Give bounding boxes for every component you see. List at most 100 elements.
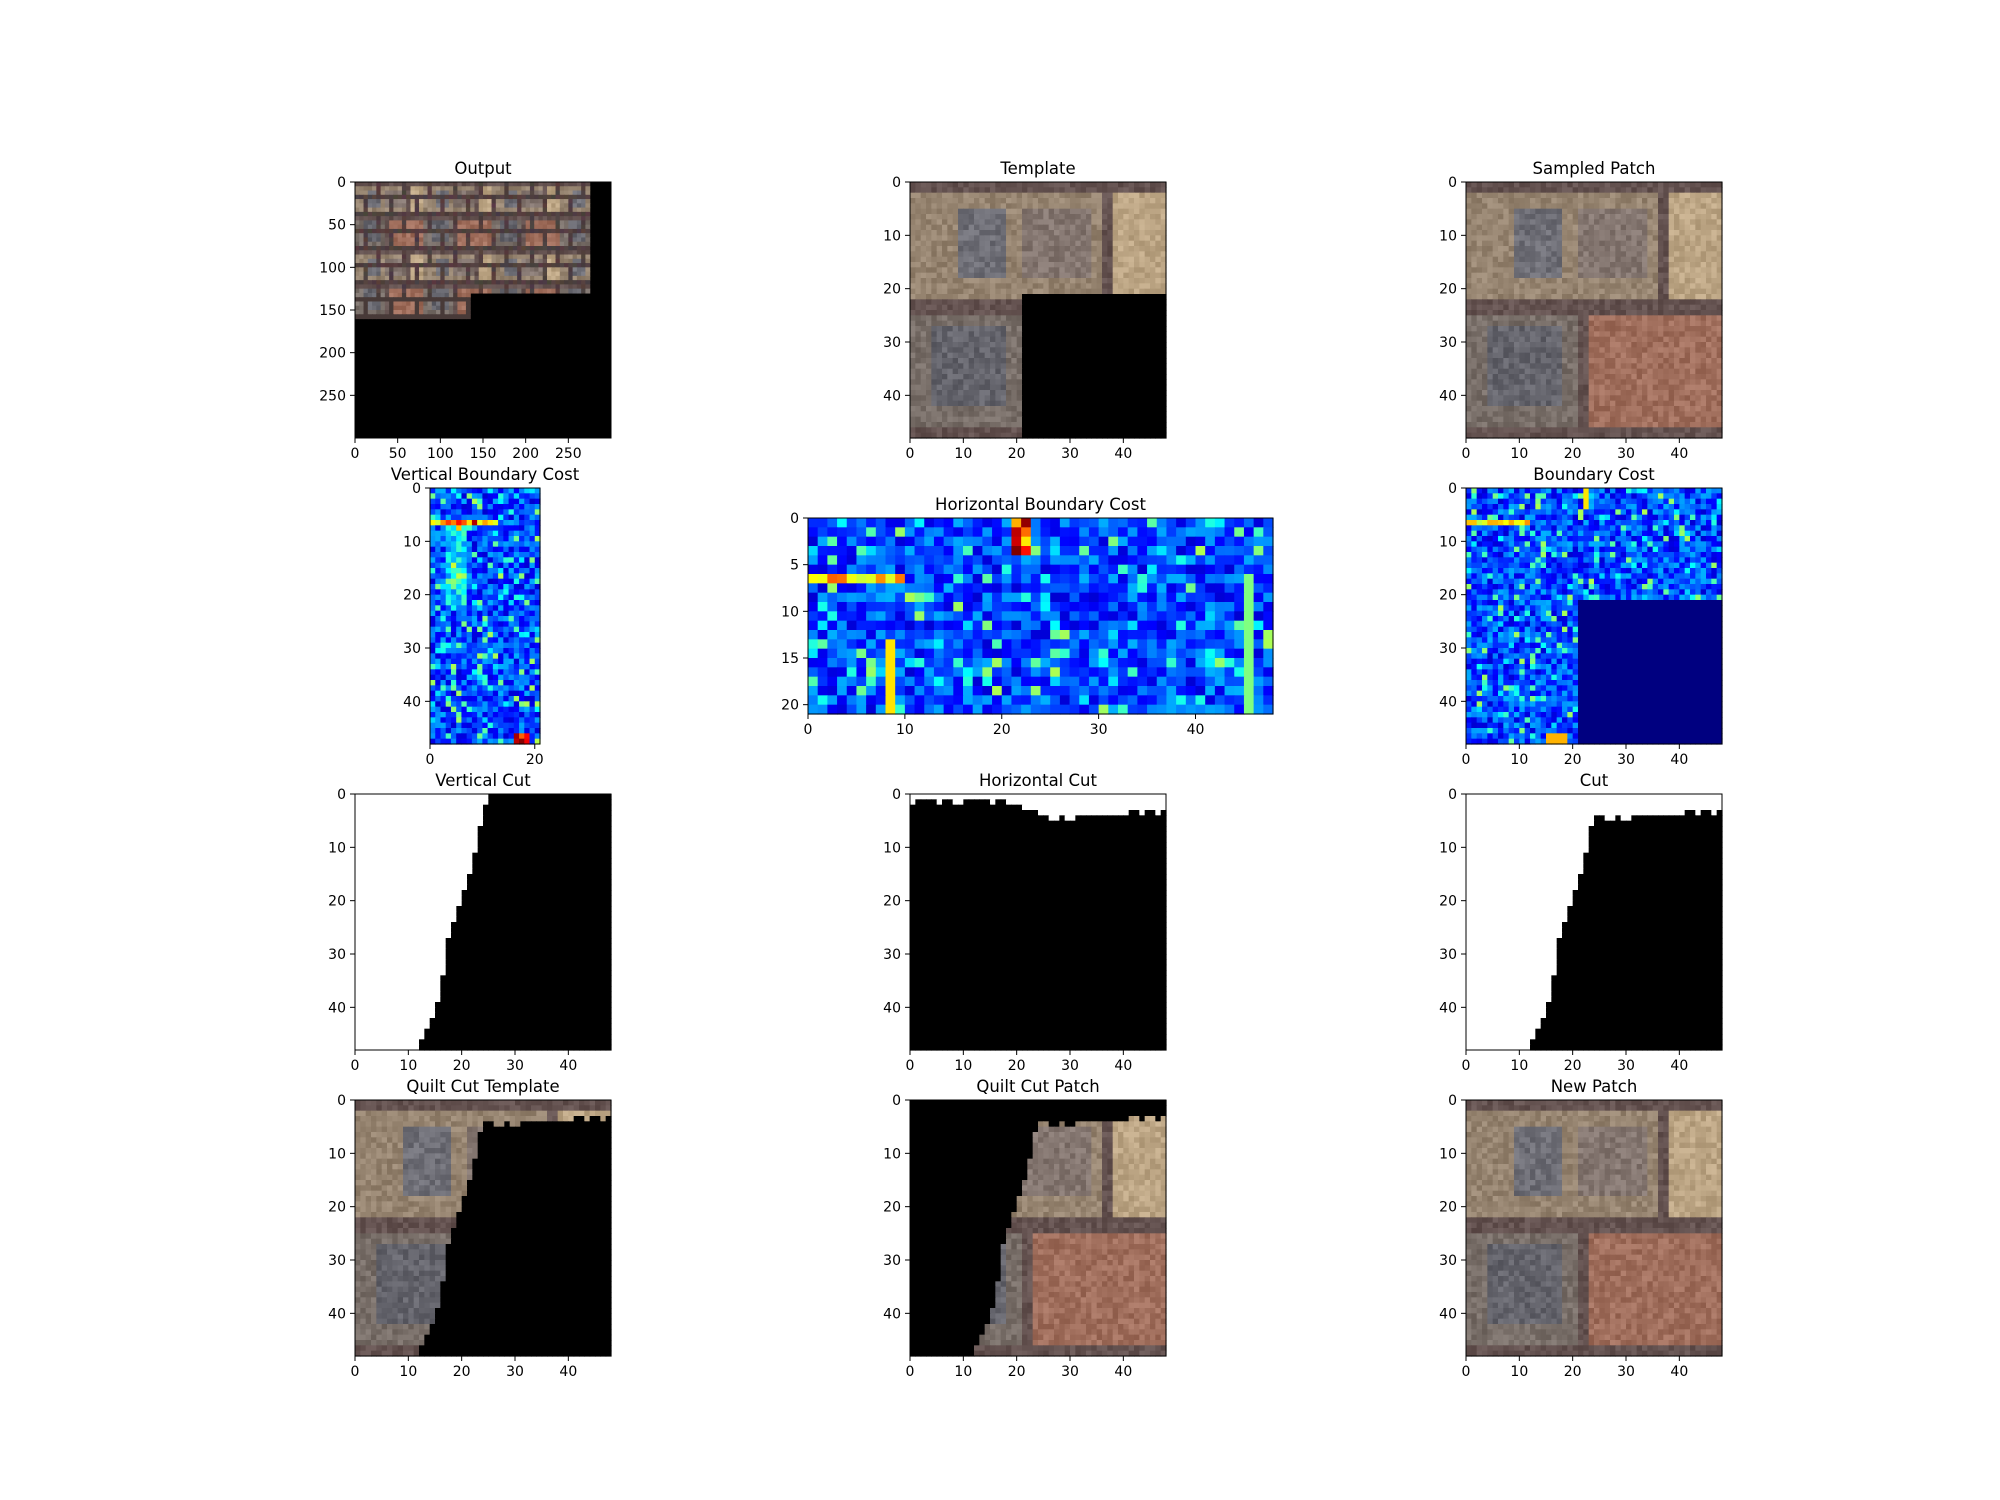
sampled-patch-pixel — [1658, 203, 1664, 209]
template-pixel — [1027, 331, 1033, 337]
template-pixel — [915, 219, 921, 225]
template-pixel — [990, 198, 996, 204]
template-pixel — [1065, 358, 1071, 364]
output-pixel — [521, 195, 526, 200]
template-pixel — [1150, 299, 1156, 305]
output-pixel — [381, 310, 386, 315]
sampled-patch-pixel — [1562, 187, 1568, 193]
output-pixel — [449, 195, 454, 200]
template-pixel — [1113, 358, 1119, 364]
template-pixel — [1022, 331, 1028, 337]
output-pixel — [513, 212, 518, 217]
sampled-patch-pixel — [1711, 251, 1717, 257]
template-pixel — [1027, 411, 1033, 417]
template-pixel — [963, 305, 969, 311]
output-pixel — [368, 242, 373, 247]
template-pixel — [1107, 219, 1113, 225]
template-pixel — [1011, 353, 1017, 359]
output-pixel — [415, 233, 420, 238]
template-pixel — [963, 182, 969, 188]
template-pixel — [1011, 315, 1017, 321]
template-pixel — [915, 283, 921, 289]
template-pixel — [1139, 342, 1145, 348]
template-pixel — [1059, 294, 1065, 300]
sampled-patch-pixel — [1653, 262, 1659, 268]
sampled-patch-pixel — [1690, 225, 1696, 231]
output-pixel — [415, 306, 420, 311]
template-pixel — [915, 289, 921, 295]
output-pixel — [372, 225, 377, 230]
template-pixel — [979, 347, 985, 353]
sampled-patch-pixel — [1711, 203, 1717, 209]
output-pixel — [462, 293, 467, 298]
output-pixel — [560, 225, 565, 230]
output-pixel — [568, 216, 573, 221]
template-pixel — [985, 193, 991, 199]
template-pixel — [1033, 251, 1039, 257]
output-pixel — [534, 195, 539, 200]
output-pixel — [462, 212, 467, 217]
output-pixel — [398, 284, 403, 289]
template-pixel — [953, 326, 959, 332]
output-pixel — [381, 280, 386, 285]
template-pixel — [1038, 385, 1044, 391]
output-pixel — [568, 250, 573, 255]
template-pixel — [1022, 214, 1028, 220]
template-pixel — [1033, 273, 1039, 279]
sampled-patch-pixel — [1679, 230, 1685, 236]
template-pixel — [1113, 251, 1119, 257]
template-pixel — [958, 273, 964, 279]
sampled-patch-pixel — [1562, 214, 1568, 220]
output-pixel — [577, 216, 582, 221]
template-pixel — [953, 187, 959, 193]
output-pixel — [487, 289, 492, 294]
template-pixel — [1001, 337, 1007, 343]
output-pixel — [410, 272, 415, 277]
template-pixel — [1086, 321, 1092, 327]
sampled-patch-pixel — [1637, 198, 1643, 204]
template-pixel — [1139, 326, 1145, 332]
sampled-patch-pixel — [1477, 203, 1483, 209]
sampled-patch-pixel — [1466, 267, 1472, 273]
template-pixel — [1006, 214, 1012, 220]
output-pixel — [474, 272, 479, 277]
template-pixel — [953, 347, 959, 353]
template-pixel — [915, 353, 921, 359]
template-pixel — [1017, 337, 1023, 343]
output-pixel — [389, 220, 394, 225]
template-pixel — [995, 203, 1001, 209]
sampled-patch-pixel — [1674, 209, 1680, 215]
template-pixel — [1139, 401, 1145, 407]
template-pixel — [1134, 193, 1140, 199]
output-pixel — [551, 225, 556, 230]
template-pixel — [1155, 193, 1161, 199]
sampled-patch-pixel — [1706, 225, 1712, 231]
template-pixel — [1139, 299, 1145, 305]
template-pixel — [1038, 278, 1044, 284]
template-pixel — [1065, 267, 1071, 273]
sampled-patch-pixel — [1583, 246, 1589, 252]
template-pixel — [921, 187, 927, 193]
template-pixel — [1107, 326, 1113, 332]
template-pixel — [1150, 347, 1156, 353]
sampled-patch-pixel — [1615, 241, 1621, 247]
sampled-patch-pixel — [1583, 267, 1589, 273]
template-pixel — [953, 358, 959, 364]
output-pixel — [496, 208, 501, 213]
output-pixel — [393, 246, 398, 251]
sampled-patch-pixel — [1685, 209, 1691, 215]
template-pixel — [969, 390, 975, 396]
template-pixel — [985, 289, 991, 295]
template-pixel — [937, 230, 943, 236]
template-pixel — [1054, 337, 1060, 343]
sampled-patch-pixel — [1573, 198, 1579, 204]
template-pixel — [1102, 203, 1108, 209]
output-pixel — [355, 250, 360, 255]
output-pixel — [564, 220, 569, 225]
template-pixel — [1017, 305, 1023, 311]
template-pixel — [953, 278, 959, 284]
output-pixel — [385, 259, 390, 264]
output-pixel — [581, 289, 586, 294]
template-pixel — [1086, 363, 1092, 369]
template-pixel — [1011, 230, 1017, 236]
